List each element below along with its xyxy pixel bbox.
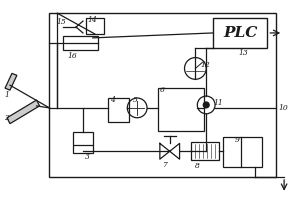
Circle shape	[203, 102, 209, 108]
Bar	[223, 137, 262, 167]
Text: 9: 9	[235, 136, 240, 144]
Text: 3: 3	[85, 153, 90, 161]
Polygon shape	[7, 100, 40, 124]
Bar	[191, 142, 219, 160]
Bar	[63, 36, 98, 50]
Text: 13: 13	[238, 49, 248, 57]
Text: 4: 4	[110, 96, 114, 104]
Bar	[86, 18, 104, 34]
Text: 2: 2	[4, 114, 9, 122]
Text: 16: 16	[67, 52, 77, 60]
Text: 10: 10	[278, 104, 288, 112]
Text: 15: 15	[56, 18, 66, 26]
Bar	[213, 18, 267, 48]
Text: 7: 7	[162, 161, 167, 169]
Text: 12: 12	[200, 61, 210, 69]
Text: 14: 14	[88, 16, 98, 24]
Text: 8: 8	[195, 162, 200, 170]
Bar	[108, 98, 129, 122]
Polygon shape	[5, 73, 17, 90]
Text: 5: 5	[133, 96, 138, 104]
Bar	[73, 132, 93, 153]
Text: 1: 1	[4, 91, 9, 99]
Text: 6: 6	[160, 86, 165, 94]
Bar	[158, 88, 204, 131]
Text: PLC: PLC	[223, 26, 257, 40]
Text: 11: 11	[213, 99, 223, 107]
Bar	[50, 13, 276, 177]
